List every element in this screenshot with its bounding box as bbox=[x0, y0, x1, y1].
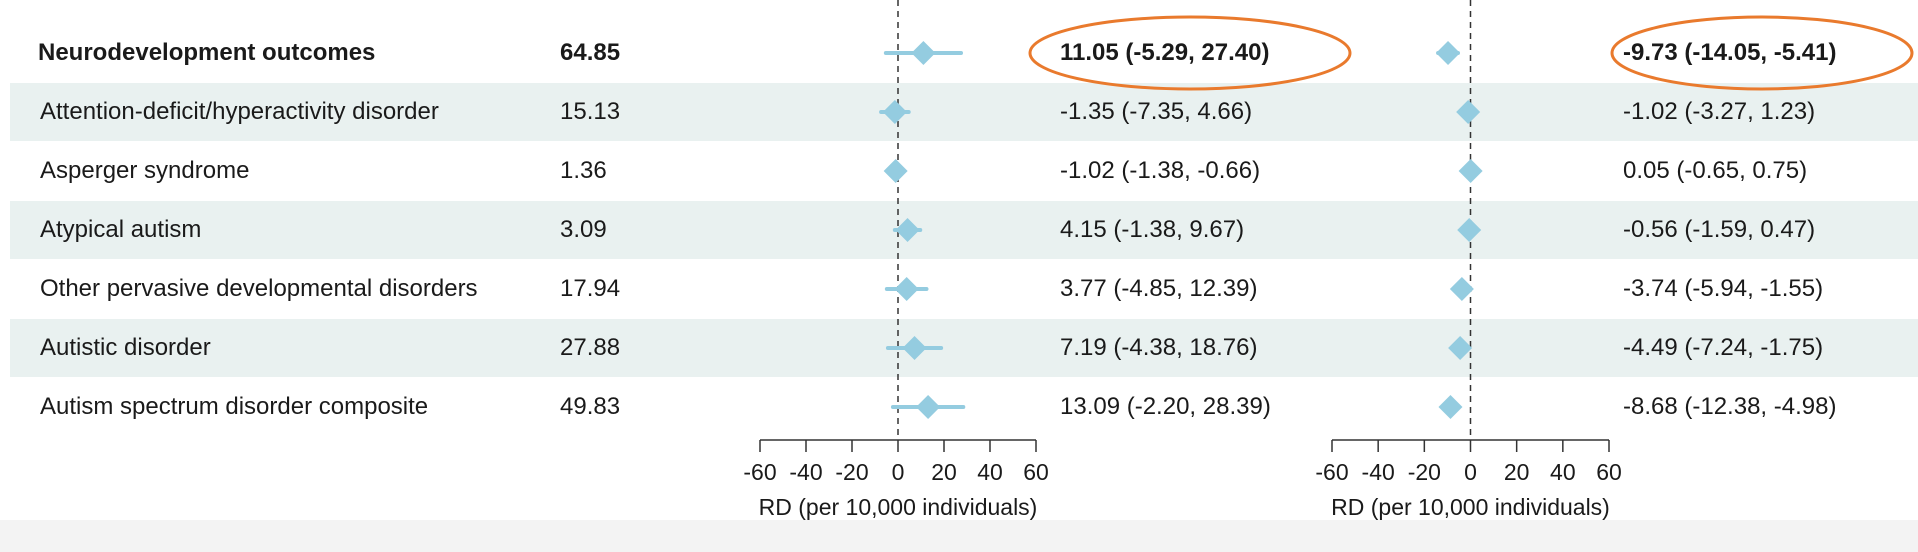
rd-ci-left: 11.05 (-5.29, 27.40) bbox=[1060, 39, 1270, 66]
rd-ci-right: -4.49 (-7.24, -1.75) bbox=[1623, 334, 1824, 361]
row-label: Attention-deficit/hyperactivity disorder bbox=[40, 98, 439, 125]
x-tick-label-right: -20 bbox=[1408, 459, 1441, 485]
rd-ci-left: -1.02 (-1.38, -0.66) bbox=[1060, 157, 1261, 184]
table-row: Autistic disorder 27.88 7.19 (-4.38, 18.76… bbox=[10, 319, 1918, 377]
rd-ci-right: -1.02 (-3.27, 1.23) bbox=[1623, 98, 1816, 125]
x-tick-label-right: -60 bbox=[1315, 459, 1348, 485]
point-estimate-diamond-right bbox=[1438, 395, 1463, 419]
point-estimate-diamond-left bbox=[916, 395, 941, 419]
rd-ci-left: 7.19 (-4.38, 18.76) bbox=[1060, 334, 1258, 361]
rd-ci-right: -9.73 (-14.05, -5.41) bbox=[1623, 39, 1837, 66]
table-row: Atypical autism 3.09 4.15 (-1.38, 9.67) -0.… bbox=[10, 201, 1918, 259]
x-axis-title-left: RD (per 10,000 individuals) bbox=[759, 494, 1038, 520]
rd-ci-right: 0.05 (-0.65, 0.75) bbox=[1623, 157, 1808, 184]
rd-ci-left: 3.77 (-4.85, 12.39) bbox=[1060, 275, 1258, 302]
point-estimate-diamond-left bbox=[894, 277, 919, 301]
point-estimate-diamond-left bbox=[902, 336, 927, 360]
table-row: Autism spectrum disorder composite 49.83 1… bbox=[10, 378, 1918, 436]
point-estimate-diamond-right bbox=[1457, 218, 1482, 242]
table-row: Other pervasive developmental disorders 1… bbox=[10, 260, 1918, 318]
row-label: Other pervasive developmental disorders bbox=[40, 275, 478, 302]
row-label: Autistic disorder bbox=[40, 334, 211, 361]
x-tick-label-right: 20 bbox=[1504, 459, 1530, 485]
rd-ci-right: -8.68 (-12.38, -4.98) bbox=[1623, 393, 1837, 420]
rd-ci-right: -0.56 (-1.59, 0.47) bbox=[1623, 216, 1816, 243]
table-row: Attention-deficit/hyperactivity disorder… bbox=[10, 83, 1918, 141]
point-estimate-diamond-right bbox=[1449, 277, 1474, 301]
x-tick-label-right: 60 bbox=[1596, 459, 1622, 485]
point-estimate-diamond-right bbox=[1436, 41, 1461, 65]
highlight-ellipse-right bbox=[1610, 15, 1914, 91]
x-tick-label-left: -60 bbox=[743, 459, 776, 485]
table-row: Neurodevelopment outcomes 64.85 11.05 (-5.… bbox=[10, 24, 1918, 82]
x-tick-label-left: -40 bbox=[789, 459, 822, 485]
rd-ci-left: -1.35 (-7.35, 4.66) bbox=[1060, 98, 1253, 125]
row-value: 49.83 bbox=[560, 393, 621, 420]
rd-ci-left: 4.15 (-1.38, 9.67) bbox=[1060, 216, 1245, 243]
row-label: Autism spectrum disorder composite bbox=[40, 393, 429, 420]
x-tick-label-right: 40 bbox=[1550, 459, 1576, 485]
row-value: 64.85 bbox=[560, 39, 621, 66]
x-tick-label-left: 60 bbox=[1023, 459, 1049, 485]
table-row: Asperger syndrome 1.36 -1.02 (-1.38, -0.66… bbox=[10, 142, 1918, 200]
rd-ci-left: 13.09 (-2.20, 28.39) bbox=[1060, 393, 1271, 420]
point-estimate-diamond-left bbox=[882, 100, 907, 124]
row-label: Asperger syndrome bbox=[40, 157, 250, 184]
point-estimate-diamond-left bbox=[883, 159, 908, 183]
x-tick-label-left: 20 bbox=[931, 459, 957, 485]
row-value: 27.88 bbox=[560, 334, 621, 361]
rd-ci-right: -3.74 (-5.94, -1.55) bbox=[1623, 275, 1824, 302]
x-tick-label-right: 0 bbox=[1464, 459, 1477, 485]
row-value: 17.94 bbox=[560, 275, 621, 302]
row-label: Atypical autism bbox=[40, 216, 202, 243]
point-estimate-diamond-right bbox=[1456, 100, 1481, 124]
point-estimate-diamond-left bbox=[911, 41, 936, 65]
highlight-ellipse-left bbox=[1028, 15, 1352, 91]
x-tick-label-left: 0 bbox=[892, 459, 905, 485]
row-value: 1.36 bbox=[560, 157, 607, 184]
row-value: 3.09 bbox=[560, 216, 607, 243]
x-axis-title-right: RD (per 10,000 individuals) bbox=[1331, 494, 1610, 520]
x-tick-label-left: 40 bbox=[977, 459, 1003, 485]
point-estimate-diamond-right bbox=[1458, 159, 1483, 183]
row-label: Neurodevelopment outcomes bbox=[38, 39, 376, 66]
point-estimate-diamond-left bbox=[895, 218, 920, 242]
x-tick-label-left: -20 bbox=[835, 459, 868, 485]
x-tick-label-right: -40 bbox=[1362, 459, 1395, 485]
row-value: 15.13 bbox=[560, 98, 621, 125]
point-estimate-diamond-right bbox=[1448, 336, 1473, 360]
